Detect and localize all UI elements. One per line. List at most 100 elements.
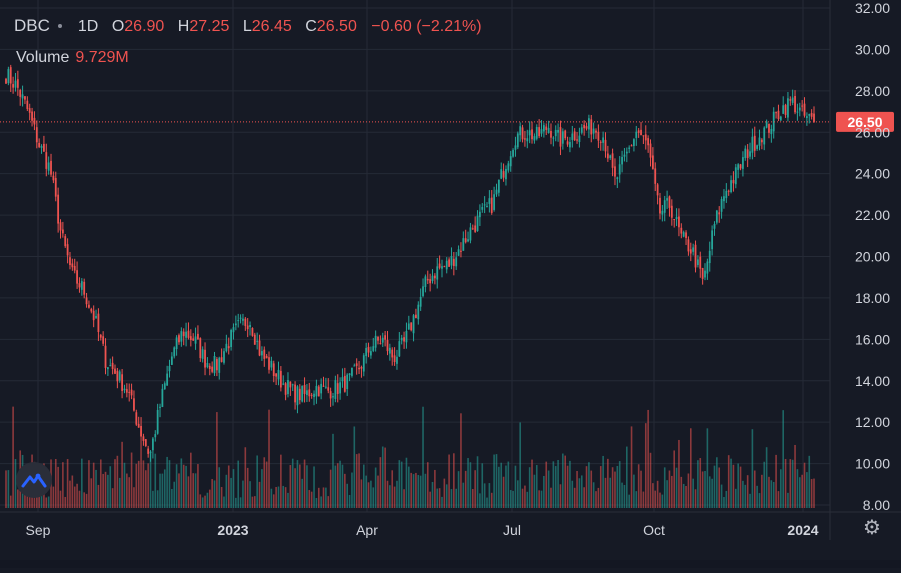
- volume-bar: [57, 466, 59, 508]
- volume-bar: [543, 475, 545, 508]
- volume-bar: [227, 465, 230, 508]
- volume-bar: [671, 475, 673, 508]
- volume-bar: [403, 489, 405, 508]
- candle-body: [106, 367, 109, 370]
- volume-bar: [334, 465, 337, 508]
- volume-bar: [713, 465, 716, 508]
- volume-bar: [614, 471, 616, 508]
- candle-body: [739, 164, 742, 169]
- volume-bar: [611, 467, 614, 508]
- volume-bar: [602, 455, 604, 508]
- candle-body: [429, 279, 432, 284]
- volume-bar: [429, 491, 431, 508]
- candle-body: [7, 69, 10, 84]
- volume-bar: [325, 487, 327, 508]
- candle-body: [471, 228, 474, 230]
- candle-body: [663, 200, 666, 213]
- candle-body: [569, 142, 571, 148]
- candle-body: [329, 391, 332, 399]
- volume-bar: [704, 470, 706, 508]
- candle-body: [753, 135, 756, 151]
- volume-bar: [14, 459, 17, 508]
- candle-body: [334, 380, 337, 399]
- volume-bar: [372, 487, 375, 508]
- candle-body: [725, 190, 728, 199]
- tradingview-logo-icon[interactable]: [16, 462, 52, 498]
- symbol-label[interactable]: DBC: [14, 16, 50, 35]
- candle-body: [306, 390, 308, 396]
- candle-body: [358, 367, 360, 370]
- candle-body: [772, 111, 775, 132]
- volume-bar: [237, 460, 240, 508]
- volume-bar: [609, 477, 612, 508]
- candle-body: [220, 357, 223, 362]
- candle-body: [542, 125, 545, 132]
- candle-body: [692, 247, 695, 252]
- candle-body: [379, 343, 382, 345]
- candle-body: [180, 331, 183, 342]
- price-axis-label: 10.00: [855, 456, 890, 472]
- volume-bar: [490, 492, 493, 508]
- candle-body: [317, 386, 320, 397]
- candle-body: [488, 198, 491, 204]
- candle-body: [798, 107, 801, 111]
- volume-bar: [341, 464, 344, 508]
- candle-body: [682, 232, 685, 237]
- volume-bar: [659, 492, 661, 508]
- volume-bar: [121, 441, 123, 508]
- volume-bar: [253, 496, 256, 508]
- candle-body: [469, 227, 472, 241]
- candle-body: [73, 265, 76, 271]
- candle-body: [590, 119, 593, 135]
- volume-bar: [353, 426, 356, 508]
- candle-body: [758, 137, 761, 146]
- volume-bar: [85, 493, 88, 508]
- volume-bar: [154, 453, 157, 508]
- volume-bar: [483, 483, 486, 508]
- candle-body: [111, 362, 114, 370]
- volume-bar: [152, 490, 154, 508]
- volume-bar: [76, 483, 78, 508]
- volume-bar: [97, 484, 100, 508]
- volume-bar: [545, 461, 548, 508]
- volume-bar: [192, 473, 194, 508]
- candle-body: [227, 346, 230, 349]
- candle-body: [213, 356, 216, 374]
- volume-bar: [69, 480, 71, 508]
- candle-body: [412, 315, 415, 334]
- time-axis[interactable]: Sep 2023 Apr Jul Oct 2024: [0, 511, 901, 538]
- candle-body: [431, 275, 434, 281]
- candle-body: [71, 263, 74, 268]
- volume-bar: [386, 480, 389, 508]
- timeframe-label[interactable]: 1D: [77, 18, 99, 35]
- volume-bar: [637, 464, 640, 508]
- candle-body: [711, 230, 714, 250]
- volume-bar: [358, 453, 360, 508]
- candle-body: [718, 212, 721, 215]
- candle-body: [737, 164, 740, 170]
- volume-bar: [498, 466, 500, 508]
- candle-body: [253, 334, 256, 345]
- volume-bar: [185, 465, 187, 508]
- candle-body: [505, 168, 507, 180]
- candle-body: [611, 153, 614, 168]
- volume-bar: [623, 484, 626, 508]
- price-axis[interactable]: 32.00 30.00 28.00 26.00 24.00 22.00 20.00 18.00…: [829, 0, 890, 540]
- volume-bar: [761, 474, 763, 508]
- candle-body: [246, 325, 249, 330]
- candle-body: [441, 266, 443, 269]
- volume-bar: [52, 486, 55, 508]
- volume-bar: [453, 453, 455, 508]
- candle-body: [696, 259, 699, 265]
- last-price-tag: [836, 111, 894, 132]
- candle-body: [40, 146, 43, 148]
- volume-bar: [618, 461, 621, 508]
- candle-body: [587, 118, 590, 130]
- candle-body: [99, 334, 102, 338]
- volume-bar: [182, 464, 185, 508]
- candle-body: [433, 275, 436, 279]
- volume-bar: [128, 477, 131, 508]
- gear-icon[interactable]: ⚙: [863, 517, 881, 539]
